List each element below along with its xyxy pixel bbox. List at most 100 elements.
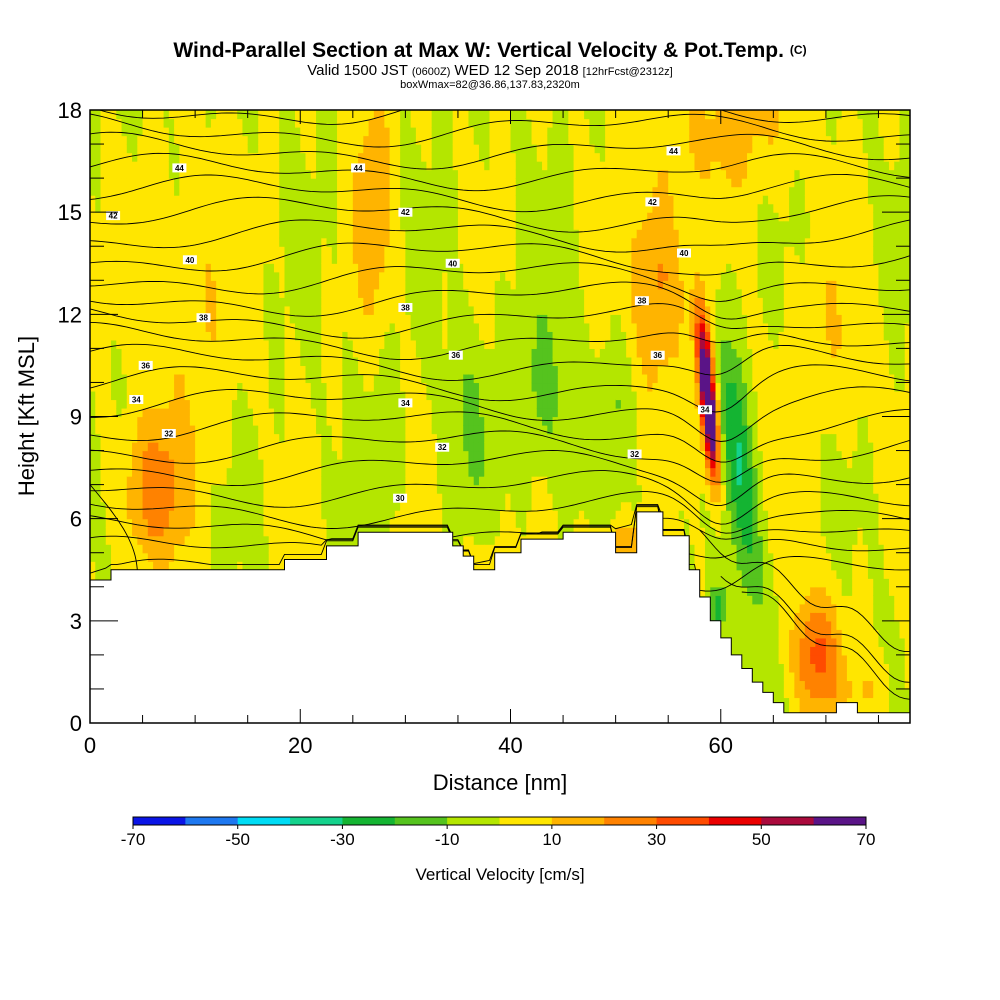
velocity-cell bbox=[494, 229, 501, 239]
velocity-cell bbox=[373, 203, 380, 213]
velocity-cell bbox=[132, 382, 138, 392]
velocity-cell bbox=[552, 263, 559, 273]
velocity-cell bbox=[284, 339, 291, 349]
velocity-cell bbox=[174, 561, 180, 571]
velocity-cell bbox=[316, 552, 322, 562]
velocity-cell bbox=[163, 356, 170, 367]
velocity-cell bbox=[316, 459, 322, 469]
velocity-cell bbox=[163, 271, 170, 281]
velocity-cell bbox=[321, 288, 328, 298]
velocity-cell bbox=[521, 110, 527, 120]
velocity-cell bbox=[521, 203, 527, 213]
velocity-cell bbox=[268, 544, 275, 554]
velocity-cell bbox=[158, 450, 165, 460]
velocity-cell bbox=[342, 484, 349, 494]
velocity-cell bbox=[221, 416, 228, 426]
velocity-cell bbox=[510, 322, 517, 332]
velocity-cell bbox=[205, 135, 212, 145]
velocity-cell bbox=[563, 416, 569, 426]
velocity-cell bbox=[505, 322, 512, 332]
velocity-cell bbox=[116, 263, 123, 273]
velocity-cell bbox=[442, 212, 449, 222]
velocity-cell bbox=[111, 399, 117, 409]
velocity-cell bbox=[457, 535, 464, 545]
velocity-cell bbox=[489, 254, 496, 264]
velocity-cell bbox=[226, 433, 233, 443]
velocity-cell bbox=[237, 135, 244, 145]
velocity-cell bbox=[426, 169, 433, 179]
velocity-cell bbox=[568, 450, 575, 460]
velocity-cell bbox=[179, 110, 186, 120]
velocity-cell bbox=[347, 229, 354, 239]
velocity-cell bbox=[563, 297, 569, 307]
subtitle-date: WED 12 Sep 2018 bbox=[454, 62, 578, 79]
velocity-cell bbox=[263, 510, 270, 520]
velocity-cell bbox=[500, 195, 506, 205]
velocity-cell bbox=[463, 331, 470, 341]
velocity-cell bbox=[242, 331, 249, 341]
velocity-cell bbox=[542, 195, 548, 205]
velocity-cell bbox=[326, 314, 333, 324]
velocity-cell bbox=[584, 118, 590, 128]
velocity-cell bbox=[384, 322, 391, 332]
velocity-cell bbox=[111, 118, 117, 128]
velocity-cell bbox=[500, 399, 506, 409]
velocity-cell bbox=[179, 552, 186, 562]
velocity-cell bbox=[153, 322, 159, 332]
velocity-cell bbox=[321, 348, 328, 358]
velocity-cell bbox=[521, 118, 527, 128]
velocity-cell bbox=[237, 229, 244, 239]
velocity-cell bbox=[452, 144, 459, 154]
velocity-cell bbox=[337, 425, 343, 435]
velocity-cell bbox=[584, 467, 590, 477]
velocity-cell bbox=[216, 178, 223, 188]
velocity-cell bbox=[542, 331, 548, 341]
velocity-cell bbox=[111, 322, 117, 332]
velocity-cell bbox=[542, 152, 548, 162]
velocity-cell bbox=[563, 229, 569, 239]
velocity-cell bbox=[226, 186, 233, 196]
velocity-cell bbox=[515, 229, 522, 239]
velocity-cell bbox=[258, 425, 265, 435]
velocity-cell bbox=[279, 271, 286, 281]
velocity-cell bbox=[205, 203, 212, 213]
velocity-cell bbox=[247, 501, 254, 511]
velocity-cell bbox=[452, 331, 459, 341]
velocity-cell bbox=[316, 399, 322, 409]
velocity-cell bbox=[358, 433, 364, 443]
velocity-cell bbox=[111, 561, 117, 571]
velocity-cell bbox=[100, 237, 107, 247]
velocity-cell bbox=[463, 459, 470, 469]
velocity-cell bbox=[121, 382, 128, 392]
velocity-cell bbox=[216, 305, 223, 315]
velocity-cell bbox=[258, 484, 265, 494]
velocity-cell bbox=[547, 186, 554, 196]
velocity-cell bbox=[174, 305, 180, 315]
velocity-cell bbox=[436, 203, 443, 213]
velocity-cell bbox=[442, 459, 449, 469]
velocity-cell bbox=[389, 442, 396, 452]
velocity-cell bbox=[216, 280, 223, 290]
velocity-cell bbox=[321, 373, 328, 384]
velocity-cell bbox=[352, 220, 359, 230]
velocity-cell bbox=[153, 433, 159, 443]
velocity-cell bbox=[526, 365, 533, 375]
velocity-cell bbox=[373, 178, 380, 188]
velocity-cell bbox=[247, 169, 254, 179]
velocity-cell bbox=[226, 510, 233, 520]
velocity-cell bbox=[95, 535, 102, 545]
velocity-cell bbox=[247, 322, 254, 332]
velocity-cell bbox=[415, 373, 422, 384]
velocity-cell bbox=[305, 425, 312, 435]
velocity-cell bbox=[316, 348, 322, 358]
velocity-cell bbox=[489, 467, 496, 477]
velocity-cell bbox=[100, 484, 107, 494]
velocity-cell bbox=[216, 561, 223, 571]
velocity-cell bbox=[578, 356, 585, 367]
velocity-cell bbox=[373, 186, 380, 196]
velocity-cell bbox=[363, 263, 370, 273]
velocity-cell bbox=[405, 288, 412, 298]
velocity-cell bbox=[400, 331, 406, 341]
velocity-cell bbox=[321, 263, 328, 273]
velocity-cell bbox=[195, 467, 201, 477]
